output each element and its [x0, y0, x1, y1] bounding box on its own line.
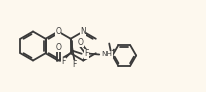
- Text: F: F: [85, 49, 89, 58]
- Text: F: F: [73, 60, 77, 69]
- Text: O: O: [55, 27, 61, 36]
- Text: F: F: [61, 57, 66, 66]
- Text: O: O: [77, 38, 83, 47]
- Text: O: O: [55, 43, 61, 52]
- Text: NH: NH: [101, 52, 112, 58]
- Text: N: N: [80, 27, 86, 36]
